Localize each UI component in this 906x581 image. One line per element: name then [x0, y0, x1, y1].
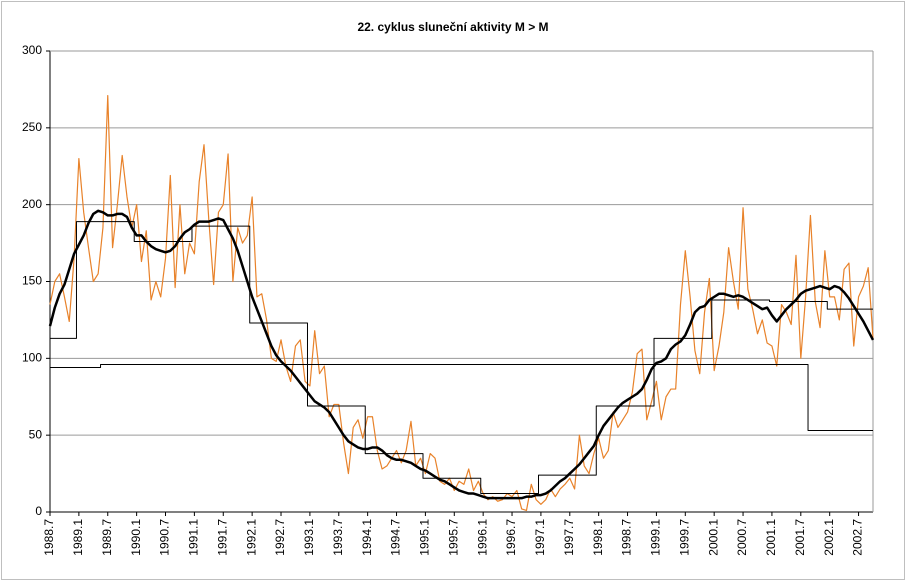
step-line — [50, 363, 873, 432]
y-tick-label: 200 — [22, 197, 42, 211]
y-tick-label: 100 — [22, 351, 42, 365]
y-tick-label: 150 — [22, 274, 42, 288]
x-tick-label: 1990.1 — [129, 519, 143, 556]
y-tick-label: 300 — [22, 43, 42, 57]
x-tick-label: 2002.7 — [851, 519, 865, 556]
x-tick-label: 1997.1 — [533, 519, 547, 556]
x-tick-label: 1995.7 — [446, 519, 460, 556]
x-tick-label: 1993.7 — [331, 519, 345, 556]
x-tick-label: 1995.1 — [418, 519, 432, 556]
x-tick-label: 2002.1 — [822, 519, 836, 556]
x-tick-label: 1991.7 — [215, 519, 229, 556]
x-tick-label: 1997.7 — [562, 519, 576, 556]
x-tick-label: 1998.7 — [620, 519, 634, 556]
y-tick-label: 50 — [29, 427, 43, 441]
x-tick-label: 2001.1 — [764, 519, 778, 556]
series-line — [48, 209, 875, 500]
x-tick-label: 1998.1 — [591, 519, 605, 556]
y-tick-label: 0 — [35, 504, 42, 518]
x-tick-label: 1999.7 — [677, 519, 691, 556]
x-tick-label: 1996.7 — [504, 519, 518, 556]
x-tick-label: 2000.1 — [706, 519, 720, 556]
x-tick-label: 1992.1 — [244, 519, 258, 556]
x-tick-label: 2001.7 — [793, 519, 807, 556]
x-tick-label: 1988.7 — [42, 519, 56, 556]
x-tick-label: 1993.1 — [302, 519, 316, 556]
x-tick-label: 1994.7 — [389, 519, 403, 556]
x-tick-label: 1992.7 — [273, 519, 287, 556]
chart-title: 22. cyklus sluneční aktivity M > M — [357, 20, 548, 34]
x-tick-label: 1990.7 — [158, 519, 172, 556]
x-tick-label: 1989.7 — [100, 519, 114, 556]
x-tick-label: 1994.1 — [360, 519, 374, 556]
x-tick-label: 1989.1 — [71, 519, 85, 556]
x-tick-label: 1996.1 — [475, 519, 489, 556]
x-tick-label: 1999.1 — [649, 519, 663, 556]
step-line — [50, 221, 873, 495]
x-tick-label: 2000.7 — [735, 519, 749, 556]
x-tick-label: 1991.1 — [187, 519, 201, 556]
y-tick-label: 250 — [22, 120, 42, 134]
